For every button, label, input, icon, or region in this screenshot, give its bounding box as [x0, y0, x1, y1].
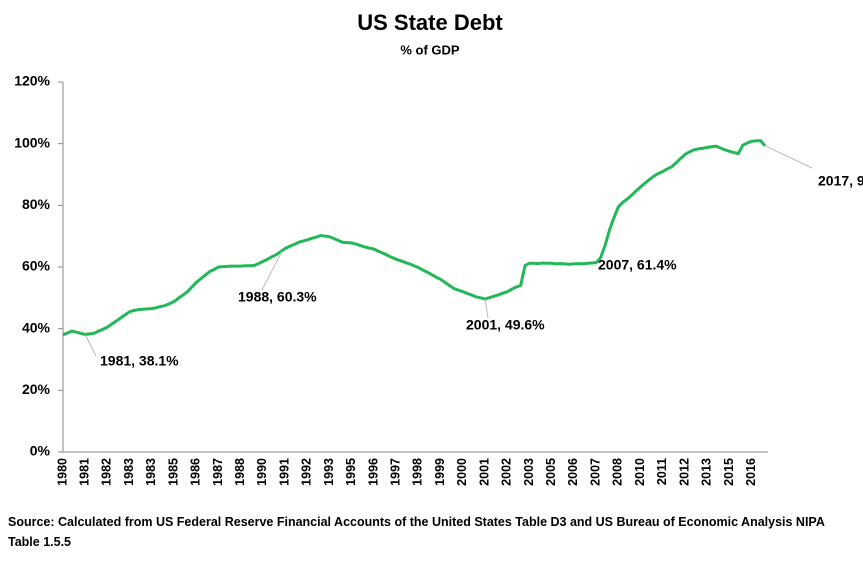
chart: US State Debt % of GDP 0% 20% 40% 60% 80% 100… [14, 10, 863, 486]
x-tick-label: 2000 [455, 458, 469, 486]
x-tick-label: 2005 [544, 458, 558, 486]
y-tick-label: 120% [14, 73, 50, 89]
data-line [62, 139, 767, 337]
annotation: 1988, 60.3% [238, 289, 317, 305]
annotation-leader [764, 145, 813, 169]
x-tick-label: 1996 [366, 458, 380, 486]
chart-subtitle: % of GDP [400, 42, 460, 57]
x-tick-label: 1983 [144, 458, 158, 486]
x-tick-label: 2013 [700, 458, 714, 486]
x-tick-label: 1988 [233, 458, 247, 486]
y-tick-label: 80% [22, 196, 51, 212]
x-tick-label: 2006 [566, 458, 580, 486]
x-tick-label: 1982 [100, 458, 114, 486]
x-tick-label: 2015 [722, 458, 736, 486]
x-tick-label: 1986 [189, 458, 203, 486]
x-tick-label: 2008 [611, 458, 625, 486]
chart-title: US State Debt [357, 10, 503, 35]
annotation-leader [84, 334, 97, 357]
source-note: Source: Calculated from US Federal Reser… [8, 515, 825, 549]
x-tick-label: 2012 [677, 458, 691, 486]
y-tick-label: 40% [22, 319, 51, 335]
x-tick-label: 1992 [300, 458, 314, 486]
x-tick-label: 1991 [277, 458, 291, 486]
x-tick-label: 1999 [433, 458, 447, 486]
y-tick-label: 0% [30, 443, 51, 459]
x-tick-label: 1990 [255, 458, 269, 486]
x-tick-label: 2011 [655, 458, 669, 485]
x-tick-label: 1980 [55, 458, 69, 486]
y-tick-label: 100% [14, 134, 50, 150]
x-tick-label: 2002 [500, 458, 514, 486]
annotation: 2001, 49.6% [466, 317, 545, 333]
x-tick-label: 1983 [122, 458, 136, 486]
x-tick-label: 1993 [322, 458, 336, 486]
annotation: 2017, 99.3% [818, 173, 863, 189]
x-tick-label: 1985 [166, 458, 180, 486]
annotation-leader [484, 298, 489, 319]
x-tick-label: 1987 [211, 458, 225, 486]
x-tick-label: 1998 [411, 458, 425, 486]
x-tick-label: 2007 [588, 458, 602, 486]
x-tick-label: 2003 [522, 458, 536, 486]
x-tick-label: 2001 [477, 458, 491, 486]
y-tick-label: 20% [22, 381, 51, 397]
annotation: 2007, 61.4% [598, 257, 677, 273]
x-tick-label: 1997 [389, 458, 403, 486]
annotation-leader [261, 251, 283, 291]
x-tick-label: 1995 [344, 458, 358, 486]
x-tick-label: 2016 [744, 458, 758, 486]
x-tick-label: 1981 [78, 458, 92, 486]
y-tick-label: 60% [22, 258, 51, 274]
x-tick-label: 2010 [633, 458, 647, 486]
annotation: 1981, 38.1% [100, 353, 179, 369]
